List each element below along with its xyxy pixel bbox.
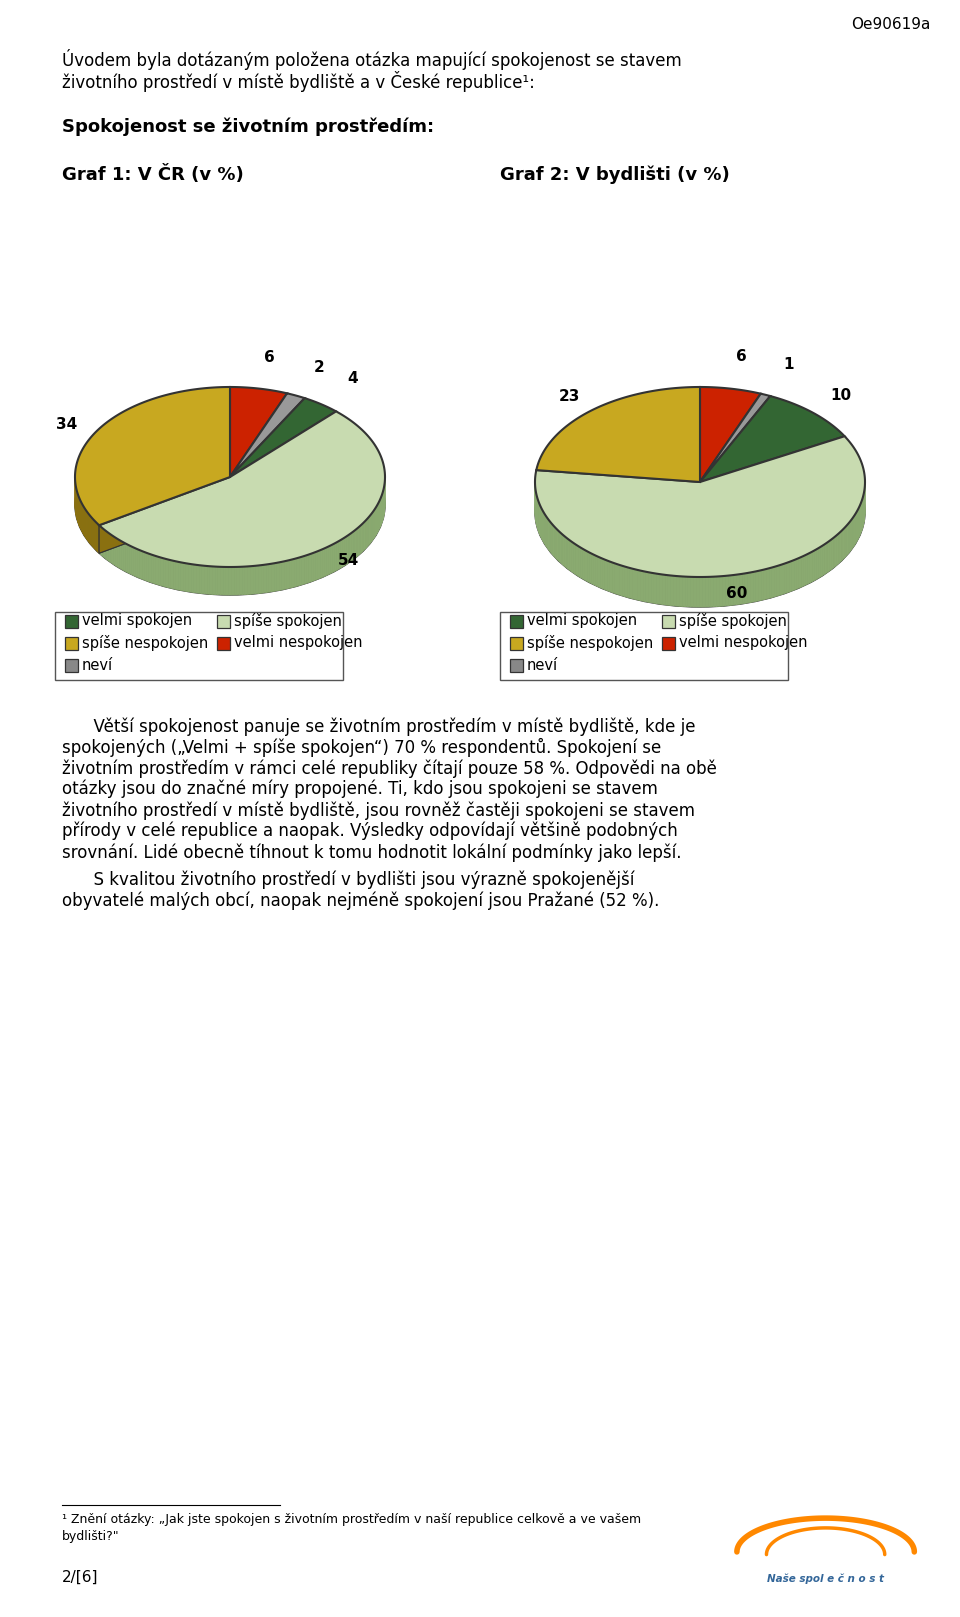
Text: 34: 34 — [57, 417, 78, 432]
Text: spíše nespokojen: spíše nespokojen — [527, 635, 653, 652]
Text: 10: 10 — [830, 388, 852, 403]
Text: životního prostředí v místě bydliště, jsou rovněž častěji spokojeni se stavem: životního prostředí v místě bydliště, js… — [62, 800, 695, 820]
Text: velmi nespokojen: velmi nespokojen — [679, 635, 807, 650]
Text: 4: 4 — [348, 372, 358, 386]
Text: Graf 2: V bydlišti (v %): Graf 2: V bydlišti (v %) — [500, 165, 730, 183]
Text: spíše spokojen: spíše spokojen — [234, 613, 342, 629]
Text: spíše nespokojen: spíše nespokojen — [82, 635, 208, 652]
Text: Oe90619a: Oe90619a — [851, 18, 930, 32]
Text: 1: 1 — [783, 357, 794, 372]
Text: Naše spol e č n o s t: Naše spol e č n o s t — [767, 1573, 884, 1583]
Text: 6: 6 — [264, 351, 275, 365]
Bar — [55, 611, 343, 681]
Text: životním prostředím v rámci celé republiky čítají pouze 58 %. Odpovědi na obě: životním prostředím v rámci celé republi… — [62, 758, 717, 778]
Bar — [65, 660, 78, 673]
Text: obyvatelé malých obcí, naopak nejméně spokojení jsou Pražané (52 %).: obyvatelé malých obcí, naopak nejméně sp… — [62, 891, 660, 909]
Text: životního prostředí v místě bydliště a v České republice¹:: životního prostředí v místě bydliště a v… — [62, 71, 535, 92]
Bar — [662, 637, 675, 650]
Text: 2/[6]: 2/[6] — [62, 1570, 99, 1585]
Bar — [500, 611, 788, 681]
Bar — [65, 616, 78, 629]
Text: 6: 6 — [736, 349, 747, 364]
Text: Graf 1: V ČR (v %): Graf 1: V ČR (v %) — [62, 165, 244, 184]
Bar — [65, 637, 78, 650]
Text: 23: 23 — [559, 390, 580, 404]
Text: S kvalitou životního prostředí v bydlišti jsou výrazně spokojenější: S kvalitou životního prostředí v bydlišt… — [62, 870, 635, 888]
Text: spíše spokojen: spíše spokojen — [679, 613, 787, 629]
Bar — [662, 616, 675, 629]
Text: Větší spokojenost panuje se životním prostředím v místě bydliště, kde je: Větší spokojenost panuje se životním pro… — [62, 716, 695, 736]
Text: otázky jsou do značné míry propojené. Ti, kdo jsou spokojeni se stavem: otázky jsou do značné míry propojené. Ti… — [62, 779, 658, 799]
Bar — [510, 660, 523, 673]
Text: Spokojenost se životním prostředím:: Spokojenost se životním prostředím: — [62, 116, 434, 136]
Text: spokojených („Velmi + spíše spokojen“) 70 % respondentů. Spokojení se: spokojených („Velmi + spíše spokojen“) 7… — [62, 737, 661, 757]
Bar — [510, 637, 523, 650]
Text: srovnání. Lidé obecně tíhnout k tomu hodnotit lokální podmínky jako lepší.: srovnání. Lidé obecně tíhnout k tomu hod… — [62, 842, 682, 862]
Text: velmi spokojen: velmi spokojen — [82, 613, 192, 629]
Text: 60: 60 — [727, 587, 748, 602]
Text: neví: neví — [527, 658, 558, 673]
Text: přírody v celé republice a naopak. Výsledky odpovídají většině podobných: přírody v celé republice a naopak. Výsle… — [62, 821, 678, 841]
Text: 2: 2 — [314, 359, 324, 375]
Text: 54: 54 — [338, 553, 359, 568]
Bar — [217, 637, 230, 650]
Text: ¹ Znění otázky: „Jak jste spokojen s životním prostředím v naší republice celkov: ¹ Znění otázky: „Jak jste spokojen s živ… — [62, 1514, 641, 1526]
Bar — [217, 616, 230, 629]
Text: neví: neví — [82, 658, 113, 673]
Text: velmi nespokojen: velmi nespokojen — [234, 635, 363, 650]
Text: Úvodem byla dotázaným položena otázka mapující spokojenost se stavem: Úvodem byla dotázaným položena otázka ma… — [62, 49, 682, 70]
Text: bydlišti?": bydlišti?" — [62, 1530, 120, 1543]
Bar — [510, 616, 523, 629]
Text: velmi spokojen: velmi spokojen — [527, 613, 637, 629]
